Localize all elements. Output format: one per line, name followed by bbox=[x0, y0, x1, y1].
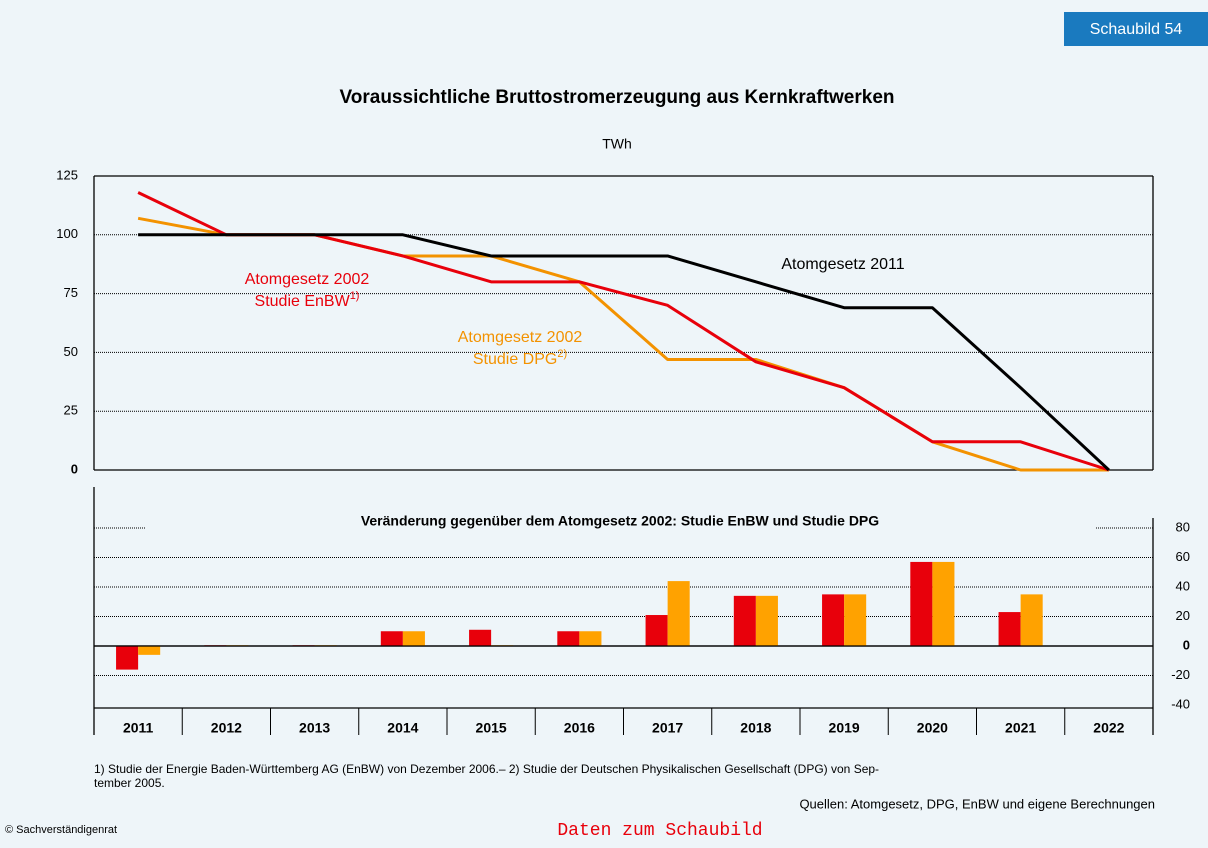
series-label: Studie DPG2) bbox=[473, 348, 567, 368]
series-label-text: Studie EnBW bbox=[255, 293, 351, 310]
bar bbox=[402, 631, 425, 646]
series-label: Atomgesetz 2011 bbox=[781, 256, 904, 273]
sources: Quellen: Atomgesetz, DPG, EnBW und eigen… bbox=[799, 796, 1155, 811]
series-label: Studie EnBW1) bbox=[255, 290, 360, 310]
x-tick-label: 2022 bbox=[1093, 720, 1124, 736]
badge: Schaubild 54 bbox=[1090, 21, 1183, 38]
series-note: 1) bbox=[350, 290, 360, 302]
bar bbox=[380, 631, 403, 646]
bar bbox=[844, 594, 867, 646]
badge-bg bbox=[1064, 12, 1208, 46]
bar bbox=[755, 595, 778, 646]
series-label: Atomgesetz 2002 bbox=[458, 329, 583, 346]
x-tick-label: 2012 bbox=[211, 720, 242, 736]
copyright: © Sachverständigenrat bbox=[5, 824, 117, 836]
series-label-text: Atomgesetz 2002 bbox=[245, 271, 370, 288]
y-tick-label: 60 bbox=[1176, 549, 1190, 564]
series-label: Atomgesetz 2002 bbox=[245, 271, 370, 288]
y-tick-label: -20 bbox=[1171, 667, 1190, 682]
bar bbox=[116, 646, 139, 670]
bar bbox=[998, 612, 1021, 646]
y-tick-label: 0 bbox=[71, 461, 78, 476]
x-tick-label: 2013 bbox=[299, 720, 330, 736]
x-tick-label: 2019 bbox=[829, 720, 860, 736]
bar bbox=[579, 631, 602, 646]
x-tick-label: 2021 bbox=[1005, 720, 1036, 736]
series-label-text: Atomgesetz 2002 bbox=[458, 329, 583, 346]
title-bg bbox=[145, 510, 1095, 536]
chart-title: Voraussichtliche Bruttostromerzeugung au… bbox=[340, 87, 895, 108]
series-label-text: Studie DPG bbox=[473, 351, 557, 368]
y-tick-label: 75 bbox=[64, 285, 78, 300]
footnote: tember 2005. bbox=[94, 776, 165, 790]
bar bbox=[469, 629, 492, 646]
series-note: 2) bbox=[557, 348, 567, 360]
bar bbox=[932, 561, 955, 646]
bar bbox=[645, 615, 668, 646]
x-tick-label: 2015 bbox=[476, 720, 507, 736]
y-tick-label: 40 bbox=[1176, 578, 1190, 593]
bar bbox=[667, 581, 690, 646]
y-tick-label: 25 bbox=[64, 403, 78, 418]
y-tick-label: 20 bbox=[1176, 608, 1190, 623]
bar bbox=[822, 594, 845, 646]
x-tick-label: 2014 bbox=[387, 720, 418, 736]
bar bbox=[557, 631, 580, 646]
data-link[interactable]: Daten zum Schaubild bbox=[557, 821, 762, 841]
x-tick-label: 2011 bbox=[123, 720, 154, 736]
x-tick-label: 2017 bbox=[652, 720, 683, 736]
x-tick-label: 2020 bbox=[917, 720, 948, 736]
unit: TWh bbox=[602, 136, 632, 152]
series-label-text: Atomgesetz 2011 bbox=[781, 256, 904, 273]
y-tick-label: -40 bbox=[1171, 696, 1190, 711]
y-tick-label: 125 bbox=[56, 167, 78, 182]
y-tick-label: 0 bbox=[1183, 637, 1190, 652]
footnote: 1) Studie der Energie Baden-Württemberg … bbox=[94, 762, 879, 776]
bar bbox=[733, 595, 756, 646]
y-tick-label: 80 bbox=[1176, 519, 1190, 534]
bar bbox=[1020, 594, 1043, 646]
x-tick-label: 2018 bbox=[740, 720, 771, 736]
x-tick-label: 2016 bbox=[564, 720, 595, 736]
line bbox=[138, 233, 1110, 472]
panel-title: Veränderung gegenüber dem Atomgesetz 200… bbox=[361, 513, 879, 529]
bar bbox=[138, 646, 161, 655]
y-tick-label: 50 bbox=[64, 344, 78, 359]
bar bbox=[910, 561, 933, 646]
y-tick-label: 100 bbox=[56, 226, 78, 241]
